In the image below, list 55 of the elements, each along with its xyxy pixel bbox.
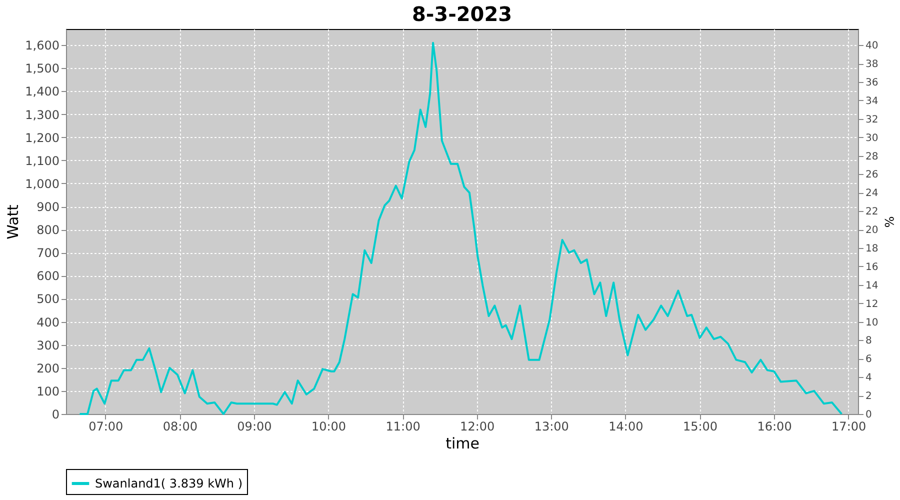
- y-tick-label: 0: [52, 408, 60, 422]
- y2-tick-label: 18: [866, 244, 878, 255]
- x-tick-label: 17:00: [832, 420, 866, 434]
- y-tick-label: 700: [36, 246, 60, 260]
- y2-tick-label: 20: [866, 225, 878, 236]
- y2-tick-label: 36: [866, 78, 878, 89]
- y2-tick-label: 2: [866, 391, 872, 402]
- x-axis-title: time: [446, 434, 480, 452]
- y-tick-label: 1,300: [25, 108, 60, 122]
- y-tick-label: 900: [36, 200, 60, 214]
- x-tick-label: 15:00: [682, 420, 718, 434]
- y2-tick-label: 12: [866, 298, 878, 310]
- x-tick-label: 10:00: [311, 420, 346, 434]
- x-tick-label: 08:00: [162, 420, 198, 434]
- y-axis-title: Watt: [4, 204, 22, 240]
- line-series: [78, 42, 843, 415]
- y2-tick-label: 10: [866, 317, 878, 328]
- y-tick-label: 400: [36, 315, 60, 330]
- y2-tick-label: 4: [866, 372, 872, 384]
- y-tick-label: 500: [36, 292, 60, 306]
- y2-tick-label: 38: [866, 59, 878, 70]
- x-tick-label: 16:00: [757, 420, 792, 434]
- y2-axis-title: %: [882, 216, 896, 228]
- x-tick-label: 11:00: [386, 420, 420, 434]
- y2-tick-label: 26: [866, 170, 878, 181]
- x-tick-label: 12:00: [460, 420, 495, 434]
- y2-tick-label: 0: [866, 410, 872, 420]
- y-tick-label: 200: [36, 361, 60, 376]
- legend-label: Swanland1( 3.839 kWh ): [95, 476, 243, 490]
- x-tick-label: 07:00: [88, 420, 124, 434]
- y-tick-label: 1,400: [25, 84, 60, 99]
- y-tick-label: 100: [36, 384, 60, 398]
- y2-tick-label: 14: [866, 280, 878, 292]
- y2-tick-label: 30: [866, 132, 878, 144]
- y-tick-label: 1,600: [25, 38, 60, 53]
- y2-tick-label: 8: [866, 336, 872, 347]
- y-tick-label: 1,500: [25, 62, 60, 76]
- y2-tick-label: 22: [866, 206, 878, 218]
- y-tick-label: 600: [36, 269, 60, 284]
- y2-tick-label: 34: [866, 96, 878, 107]
- y-tick-label: 800: [36, 223, 60, 238]
- y2-tick-label: 28: [866, 151, 878, 162]
- y-tick-label: 1,100: [25, 154, 60, 168]
- x-tick-label: 13:00: [534, 420, 569, 434]
- y-tick-label: 1,200: [25, 130, 60, 145]
- y-tick-label: 300: [36, 338, 60, 352]
- chart-title: 8-3-2023: [412, 2, 512, 26]
- x-tick-label: 14:00: [608, 420, 644, 434]
- y2-tick-label: 6: [866, 354, 872, 366]
- y2-tick-label: 32: [866, 114, 878, 126]
- x-tick-label: 09:00: [237, 420, 272, 434]
- y2-tick-label: 16: [866, 262, 878, 273]
- y-tick-label: 1,000: [25, 176, 60, 191]
- y2-tick-label: 40: [866, 40, 878, 52]
- y2-tick-label: 24: [866, 188, 878, 200]
